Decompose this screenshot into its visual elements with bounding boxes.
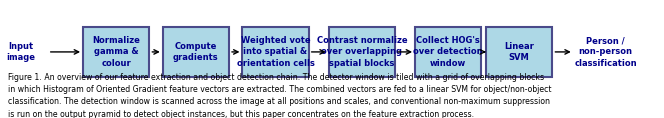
Text: Person /
non-person
classification: Person / non-person classification <box>574 36 637 67</box>
Bar <box>486 27 552 77</box>
Bar <box>83 27 149 77</box>
Text: Input
image: Input image <box>7 42 36 62</box>
Text: Compute
gradients: Compute gradients <box>173 42 218 62</box>
Bar <box>163 27 229 77</box>
Text: Weighted vote
into spatial &
orientation cells: Weighted vote into spatial & orientation… <box>236 36 315 67</box>
Bar <box>242 27 309 77</box>
Text: Linear
SVM: Linear SVM <box>505 42 534 62</box>
Text: Collect HOG's
over detection
window: Collect HOG's over detection window <box>414 36 483 67</box>
Text: Contrast normalize
over overlapping
spatial blocks: Contrast normalize over overlapping spat… <box>317 36 407 67</box>
Text: Figure 1. An overview of our feature extraction and object detection chain. The : Figure 1. An overview of our feature ext… <box>8 73 552 118</box>
Bar <box>415 27 481 77</box>
Text: Normalize
gamma &
colour: Normalize gamma & colour <box>92 36 140 67</box>
Bar <box>329 27 395 77</box>
